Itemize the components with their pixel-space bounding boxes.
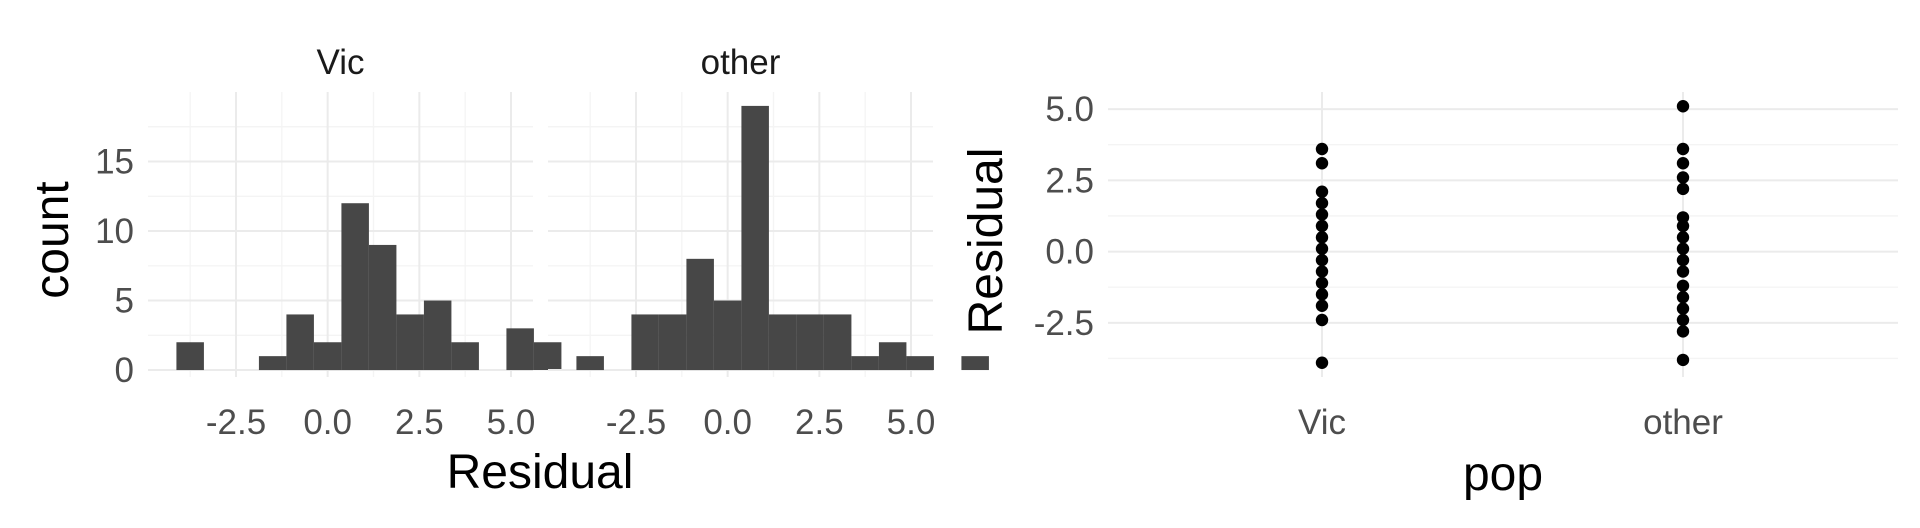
- data-point: [1315, 231, 1329, 244]
- histogram-bar: [396, 314, 424, 371]
- histogram-bar: [341, 203, 369, 371]
- y-tick-label: 10: [95, 212, 134, 251]
- x-axis-title: pop: [1463, 448, 1543, 501]
- histogram-bar: [423, 300, 452, 371]
- histogram-bar: [906, 356, 934, 371]
- data-point: [1676, 157, 1690, 170]
- data-point: [1676, 100, 1690, 113]
- histogram-bar: [631, 314, 659, 371]
- data-point: [1315, 185, 1329, 198]
- histogram-bar: [796, 314, 824, 371]
- data-point: [1315, 219, 1329, 233]
- y-tick-label: 0: [115, 351, 134, 390]
- x-axis-title: Residual: [447, 446, 634, 499]
- histogram-bar: [258, 356, 287, 371]
- x-tick-label: 2.5: [395, 403, 444, 442]
- histogram-bar: [368, 244, 397, 371]
- histogram-bar: [741, 105, 769, 371]
- histogram-bar: [506, 328, 534, 371]
- data-point: [1315, 288, 1329, 301]
- facet-strip-label: other: [701, 43, 781, 82]
- histogram-bar: [686, 258, 714, 371]
- data-point: [1676, 182, 1690, 196]
- data-point: [1676, 231, 1690, 244]
- y-tick-label: 2.5: [1045, 161, 1094, 200]
- data-point: [1315, 276, 1329, 290]
- y-tick-label: 15: [95, 143, 134, 182]
- data-point: [1315, 157, 1329, 170]
- data-point: [1315, 242, 1329, 255]
- facet-strip-label: Vic: [317, 43, 365, 82]
- histogram-bar: [713, 300, 742, 371]
- histogram-bar: [851, 356, 879, 371]
- x-tick-label: 0.0: [703, 403, 752, 442]
- y-axis-title: Residual: [960, 148, 1013, 335]
- data-point: [1315, 196, 1329, 210]
- data-point: [1315, 299, 1329, 312]
- histogram-bar: [768, 314, 797, 371]
- histogram-bar: [878, 342, 907, 371]
- y-tick-label: -2.5: [1034, 304, 1094, 343]
- histogram-bar: [451, 342, 479, 371]
- data-point: [1315, 356, 1329, 369]
- x-tick-label: -2.5: [606, 403, 666, 442]
- data-point: [1315, 208, 1329, 221]
- x-tick-label: Vic: [1298, 403, 1346, 442]
- data-point: [1315, 313, 1329, 327]
- x-tick-label: 5.0: [487, 403, 536, 442]
- histogram-bar: [176, 342, 204, 371]
- histogram-bar: [286, 314, 314, 371]
- data-point: [1676, 279, 1690, 292]
- x-tick-label: -2.5: [206, 403, 266, 442]
- data-point: [1315, 142, 1329, 156]
- data-point: [1676, 242, 1690, 255]
- y-tick-label: 0.0: [1045, 233, 1094, 272]
- histogram-bar: [576, 356, 604, 371]
- y-axis-title: count: [26, 181, 79, 298]
- data-point: [1676, 219, 1690, 233]
- histogram-bar: [533, 342, 562, 371]
- histogram-bar: [961, 356, 989, 371]
- data-point: [1676, 142, 1690, 156]
- histogram-bar: [823, 314, 852, 371]
- data-point: [1676, 353, 1690, 367]
- x-tick-label: other: [1643, 403, 1723, 442]
- data-point: [1676, 313, 1690, 327]
- data-point: [1676, 302, 1690, 315]
- dot-plot: 5.0 2.5 0.0 -2.5 Vic other pop Residual: [960, 90, 1898, 501]
- x-tick-label: 0.0: [303, 403, 352, 442]
- data-point: [1676, 291, 1690, 304]
- histogram-bar: [658, 314, 687, 371]
- histogram-panels: -2.5 0.0 2.5 5.0 Vic -2.5 0.0 2.5 5.0 other 0 5 10 15…: [26, 43, 989, 499]
- data-point: [1676, 171, 1690, 184]
- y-tick-label: 5: [115, 282, 134, 321]
- data-point: [1315, 253, 1329, 267]
- data-point: [1315, 265, 1329, 278]
- data-point: [1676, 253, 1690, 267]
- data-point: [1676, 325, 1690, 338]
- y-tick-label: 5.0: [1045, 90, 1094, 129]
- x-tick-label: 2.5: [795, 403, 844, 442]
- data-point: [1676, 265, 1690, 278]
- histogram-bar: [313, 342, 342, 371]
- data-point: [1676, 211, 1690, 224]
- x-tick-label: 5.0: [887, 403, 936, 442]
